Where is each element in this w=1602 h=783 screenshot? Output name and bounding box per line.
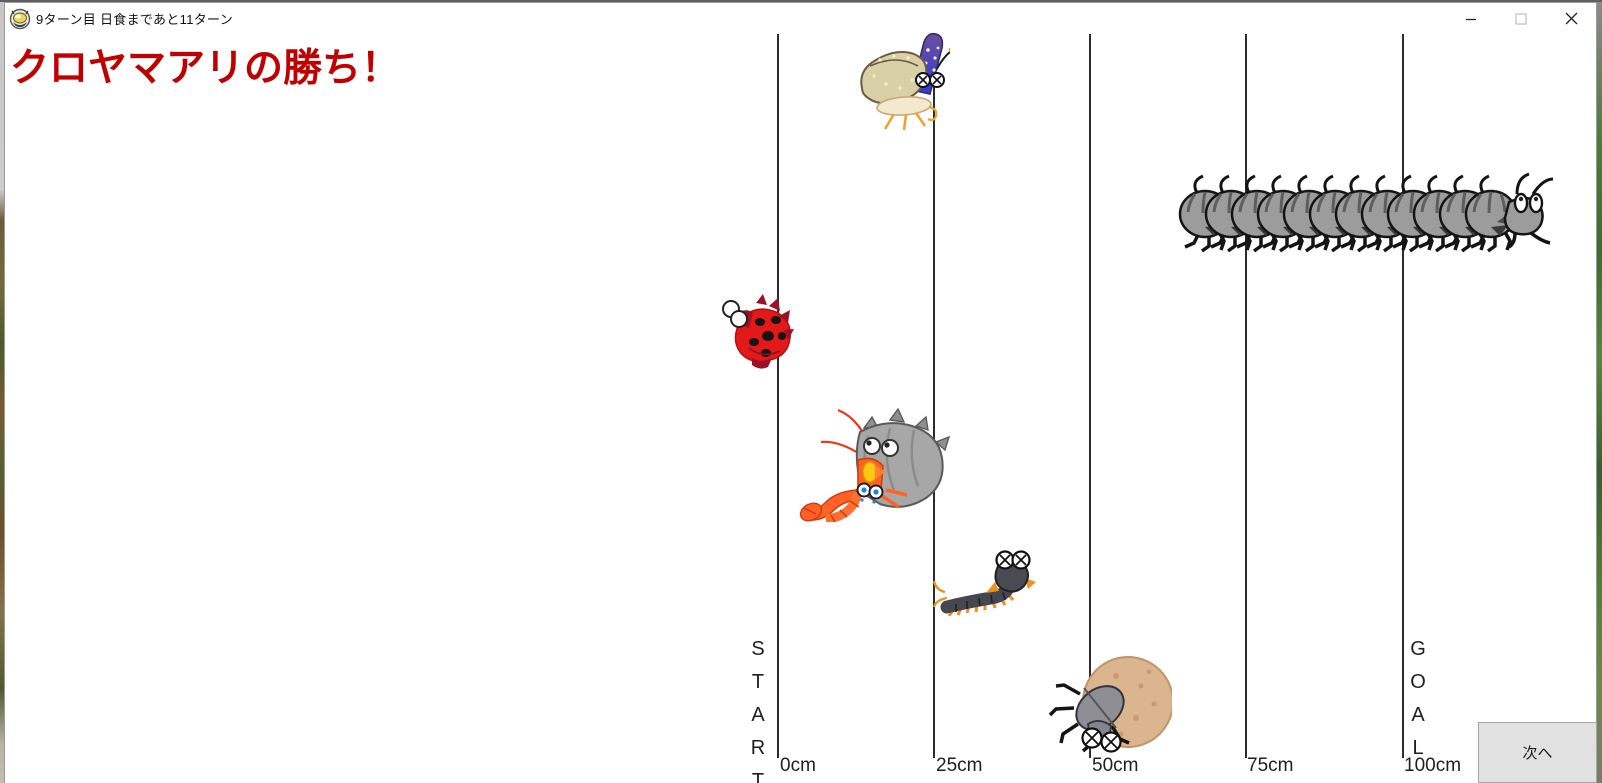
- window-controls: [1446, 3, 1596, 34]
- butterfly-sprite: [860, 32, 952, 131]
- tick-label-0cm: 0cm: [780, 755, 816, 776]
- track-line-50cm: [1089, 34, 1091, 758]
- ant-chain-sprite: [1178, 172, 1554, 253]
- track-line-25cm: [933, 34, 935, 758]
- racer-butterfly: [850, 28, 952, 137]
- minimize-button[interactable]: [1446, 3, 1496, 34]
- window-title: 9ターン目 日食まであと11ターン: [36, 12, 234, 27]
- racer-hermit-crab: [798, 402, 951, 527]
- tick-label-50cm: 50cm: [1092, 755, 1139, 776]
- close-icon: [1565, 12, 1577, 25]
- tick-label-25cm: 25cm: [936, 755, 983, 776]
- winner-announcement: クロヤマアリの勝ち！: [10, 47, 401, 90]
- tick-label-75cm: 75cm: [1247, 755, 1294, 776]
- next-button[interactable]: 次へ: [1478, 722, 1597, 783]
- game-window: 9ターン目 日食まであと11ターン: [4, 2, 1597, 783]
- wallpaper-sliver-right: [1597, 2, 1602, 783]
- ladybug-sprite: [722, 294, 794, 369]
- maximize-button[interactable]: [1496, 3, 1546, 34]
- dung-beetle-sprite: [1048, 656, 1174, 753]
- screen-edge-top: [0, 0, 1602, 2]
- maximize-icon: [1515, 12, 1527, 25]
- minimize-icon: [1466, 18, 1476, 20]
- racer-black-ant-chain: [1175, 172, 1555, 259]
- track-line-100cm: [1402, 34, 1404, 758]
- centipede-sprite: [932, 550, 1036, 617]
- close-button[interactable]: [1546, 3, 1596, 34]
- goal-label: GOAL: [1407, 638, 1429, 770]
- racer-centipede: [932, 548, 1037, 621]
- start-label: START: [747, 638, 769, 783]
- titlebar: 9ターン目 日食まであと11ターン: [5, 3, 1596, 34]
- track-line-0cm: [777, 34, 779, 758]
- wallpaper-sliver-left: [0, 2, 4, 783]
- ant-head: [1497, 172, 1554, 249]
- track-line-75cm: [1245, 34, 1247, 758]
- racer-ladybug: [716, 292, 796, 377]
- racer-dung-beetle: [1046, 646, 1174, 777]
- tick-label-100cm: 100cm: [1404, 755, 1462, 776]
- beetle-app-icon: [9, 8, 31, 30]
- hermit-crab-sprite: [799, 407, 951, 524]
